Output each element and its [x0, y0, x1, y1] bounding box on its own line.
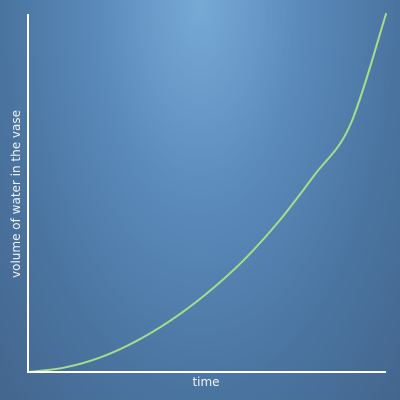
y-axis-label: volume of water in the vase	[9, 110, 23, 278]
series-line-0	[27, 13, 387, 373]
series-layer	[27, 13, 387, 373]
x-axis-label: time	[192, 375, 219, 389]
